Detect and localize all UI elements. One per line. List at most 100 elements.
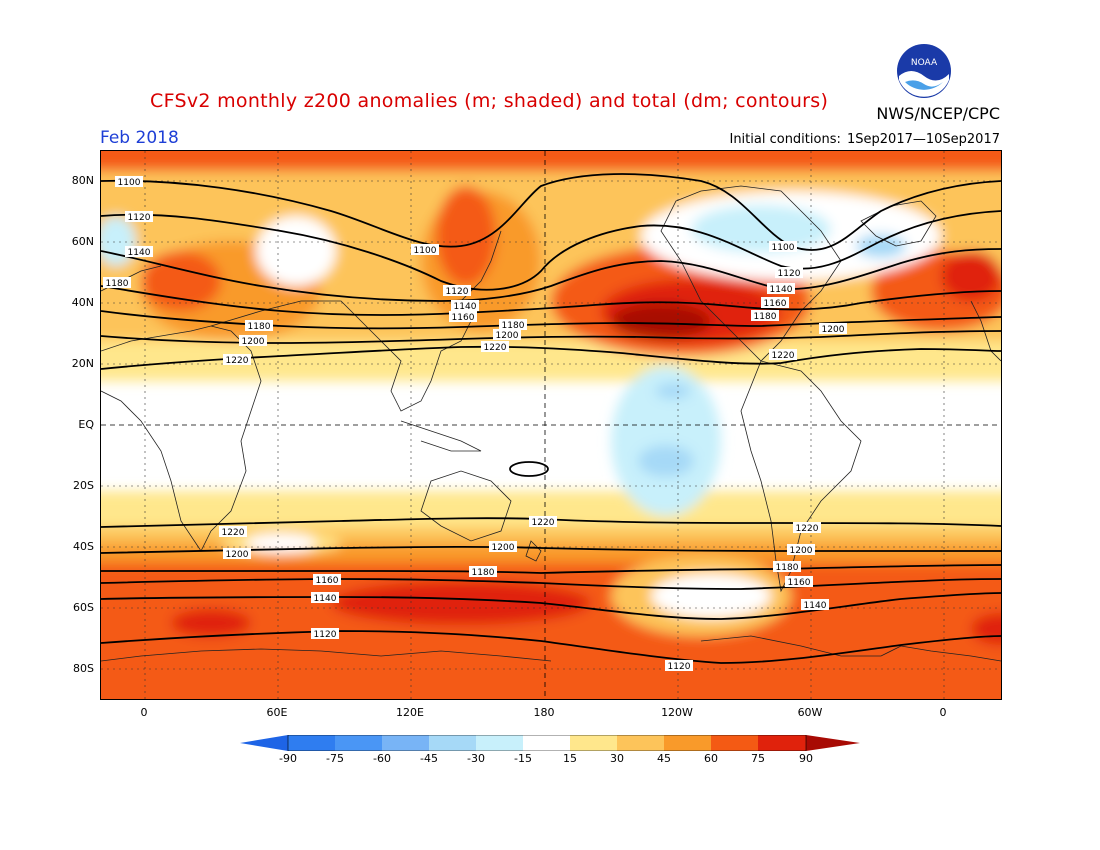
contour-label: 1220 <box>793 522 821 534</box>
colorbar-bin <box>758 735 806 751</box>
shade-south-90a <box>331 581 591 625</box>
shade-canada-neg2 <box>856 234 906 258</box>
shade-pacific-max <box>611 303 711 339</box>
svg-text:1120: 1120 <box>668 662 691 672</box>
contour-label: 1160 <box>449 311 477 323</box>
colorbar-bin <box>335 735 382 751</box>
svg-text:1200: 1200 <box>822 325 845 335</box>
contour-label: 1200 <box>223 548 251 560</box>
svg-text:1160: 1160 <box>316 576 339 586</box>
colorbar-label: -30 <box>467 752 485 765</box>
shade-eurasia-white <box>256 216 336 286</box>
lat-label: EQ <box>78 418 94 431</box>
lat-label: 20S <box>73 479 94 492</box>
colorbar-label: -90 <box>279 752 297 765</box>
shade-south-75 <box>101 563 1001 699</box>
grid-lines <box>101 151 1001 699</box>
lon-label: 180 <box>533 706 555 719</box>
lat-label: 80N <box>71 174 94 187</box>
contour-1200-s <box>101 545 1001 554</box>
contour-label: 1200 <box>493 329 521 341</box>
svg-text:1180: 1180 <box>106 279 129 289</box>
colorbar-bin <box>382 735 429 751</box>
contour-label: 1220 <box>219 526 247 538</box>
colorbar-bin <box>288 735 335 751</box>
contour-1140-a <box>101 248 1001 302</box>
shade-south-90b <box>171 609 251 637</box>
colorbar-bin <box>570 735 617 751</box>
lat-label: 60N <box>71 235 94 248</box>
svg-text:1220: 1220 <box>532 518 555 528</box>
contour-label: 1180 <box>103 277 131 289</box>
agency-label: NWS/NCEP/CPC <box>876 104 1000 123</box>
svg-text:1140: 1140 <box>454 302 477 312</box>
colorbar-bin <box>617 735 664 751</box>
contour-label: 1200 <box>787 544 815 556</box>
svg-text:1100: 1100 <box>118 178 141 188</box>
colorbar-bin <box>711 735 758 751</box>
colorbar-label: -15 <box>514 752 532 765</box>
shade-eurasia-75 <box>141 251 221 311</box>
lat-label: 40S <box>73 540 94 553</box>
colorbar-label: -60 <box>373 752 391 765</box>
shade-canada-neg <box>691 205 831 253</box>
svg-text:1200: 1200 <box>242 337 265 347</box>
noaa-logo-icon: NOAA <box>894 41 954 101</box>
svg-text:1160: 1160 <box>788 578 811 588</box>
colorbar-bin <box>664 735 711 751</box>
svg-text:1200: 1200 <box>492 543 515 553</box>
contour-label: 1140 <box>311 592 339 604</box>
contour-label: 1200 <box>239 335 267 347</box>
shade-atlantic-90 <box>941 251 1001 301</box>
contour-1180-a <box>101 310 1001 330</box>
contour-label: 1220 <box>223 354 251 366</box>
svg-text:1180: 1180 <box>502 321 525 331</box>
lon-label: 120W <box>661 706 693 719</box>
contour-label: 1120 <box>775 267 803 279</box>
svg-text:1100: 1100 <box>414 246 437 256</box>
lon-label: 60E <box>266 706 288 719</box>
contour-label: 1200 <box>819 323 847 335</box>
colorbar-high-arrow <box>806 735 860 751</box>
lat-label: 40N <box>71 296 94 309</box>
contour-label: 1160 <box>785 576 813 588</box>
contour-label: 1140 <box>125 246 153 258</box>
contour-label: 1180 <box>469 566 497 578</box>
svg-text:1200: 1200 <box>790 546 813 556</box>
colorbar-label: 60 <box>704 752 718 765</box>
contour-label: 1160 <box>761 297 789 309</box>
lon-label: 120E <box>396 706 424 719</box>
colorbar-low-arrow <box>240 735 288 751</box>
svg-text:1220: 1220 <box>796 524 819 534</box>
contour-label: 1220 <box>481 341 509 353</box>
contour-closed-tropics <box>509 461 549 477</box>
lat-label: 20N <box>71 357 94 370</box>
svg-text:1120: 1120 <box>314 630 337 640</box>
contour-label: 1180 <box>773 561 801 573</box>
lat-label: 80S <box>73 662 94 675</box>
reference-lines <box>101 151 1001 699</box>
contour-label: 1140 <box>801 599 829 611</box>
shade-south-pac-white <box>651 574 771 618</box>
initial-conditions: Initial conditions: 1Sep2017—10Sep2017 <box>727 132 1000 147</box>
svg-text:1100: 1100 <box>772 243 795 253</box>
colorbar <box>240 735 860 751</box>
lon-label: 0 <box>939 706 947 719</box>
anomaly-map: 1100 1120 1140 1180 1100 1120 1140 1160 … <box>101 151 1001 699</box>
noaa-logo-text: NOAA <box>911 58 938 68</box>
shade-tropics-neg3 <box>655 383 691 399</box>
contour-label: 1120 <box>311 628 339 640</box>
initial-conditions-range: 1Sep2017—10Sep2017 <box>847 132 1000 147</box>
shade-tropics-neg <box>611 366 721 516</box>
svg-text:1220: 1220 <box>226 356 249 366</box>
contour-label: 1120 <box>443 285 471 297</box>
contour-1120-s <box>101 630 1001 664</box>
contour-label: 1200 <box>489 541 517 553</box>
contour-1140-s <box>101 592 1001 620</box>
svg-text:1140: 1140 <box>128 248 151 258</box>
contour-label-group: 1100 1120 1140 1180 1100 1120 1140 1160 … <box>103 176 847 672</box>
svg-text:1120: 1120 <box>128 213 151 223</box>
map-panel: 1100 1120 1140 1180 1100 1120 1140 1160 … <box>100 150 1002 700</box>
contour-label: 1180 <box>245 320 273 332</box>
svg-text:1180: 1180 <box>776 563 799 573</box>
